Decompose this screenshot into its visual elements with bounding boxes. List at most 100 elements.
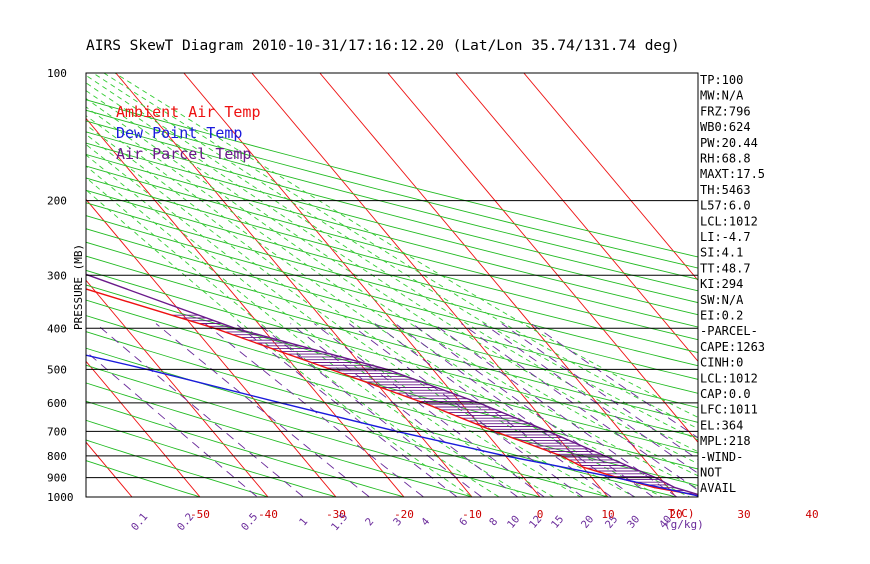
index-label: -WIND- <box>700 450 743 464</box>
dry-adiabat <box>86 315 698 486</box>
legend-ambient: Ambient Air Temp <box>116 103 261 121</box>
index-label: SW:N/A <box>700 293 744 307</box>
dry-adiabat <box>86 347 610 497</box>
bottom-temp-tick-label: 10 <box>601 508 614 521</box>
index-label: LFC:1011 <box>700 403 758 417</box>
mixing-ratio-tick-label: 20 <box>579 513 596 530</box>
index-label: FRZ:796 <box>700 104 751 118</box>
mixing-ratio-tick-label: 8 <box>487 516 500 529</box>
isotherm-line <box>115 73 473 497</box>
mixing-ratio-line <box>290 323 519 497</box>
dry-adiabat <box>86 109 698 269</box>
bottom-temp-tick-label: -30 <box>326 508 346 521</box>
dry-adiabat <box>86 299 698 470</box>
mixing-ratio-tick-label: 10 <box>505 513 522 530</box>
isotherm-line <box>455 73 698 362</box>
index-label: TP:100 <box>700 73 743 87</box>
moist-adiabat <box>86 74 698 453</box>
bottom-temp-tick-label: 0 <box>537 508 544 521</box>
dew-point-temp-point <box>561 466 564 468</box>
moist-adiabat <box>114 73 698 418</box>
air-parcel-temp-point <box>706 496 707 497</box>
mixing-ratio-tick-label: 30 <box>625 513 642 530</box>
dew-point-temp-point <box>703 496 704 497</box>
pressure-tick-label: 200 <box>47 195 67 208</box>
moist-adiabat <box>86 106 691 497</box>
index-label: LCL:1012 <box>700 214 758 228</box>
dry-adiabat <box>86 419 338 497</box>
dry-adiabat <box>86 284 698 454</box>
moist-adiabat <box>92 73 698 441</box>
legend-parcel: Air Parcel Temp <box>116 145 251 163</box>
dry-adiabat <box>86 439 270 497</box>
mixing-ratio-line <box>461 323 698 491</box>
bottom-temp-tick-label: -20 <box>394 508 414 521</box>
index-label: MPL:218 <box>700 434 751 448</box>
moist-adiabat <box>86 90 698 477</box>
dry-adiabat <box>86 364 542 497</box>
bottom-temp-tick-label: -50 <box>190 508 210 521</box>
mixing-ratio-tick-label: 15 <box>549 513 566 530</box>
index-label: TT:48.7 <box>700 261 751 275</box>
index-label: RH:68.8 <box>700 152 751 166</box>
bottom-temp-tick-label: 20 <box>669 508 682 521</box>
cape-hatch-layer <box>171 314 695 494</box>
isotherm-line <box>0 64 72 506</box>
dry-adiabat <box>86 202 698 367</box>
moist-adiabat <box>86 133 609 497</box>
moist-adiabat <box>86 165 528 497</box>
index-label: AVAIL <box>700 481 736 495</box>
dry-adiabat <box>86 177 698 341</box>
dry-adiabat <box>86 142 698 304</box>
mixing-ratio-line <box>433 323 678 497</box>
index-label: SI:4.1 <box>700 246 743 260</box>
temp-unit-label: T(C) <box>668 507 695 520</box>
moist-adiabat <box>86 115 664 497</box>
index-label: PW:20.44 <box>700 136 758 150</box>
mixing-ratio-line <box>204 323 425 497</box>
bottom-temp-tick-label: -40 <box>258 508 278 521</box>
index-label: NOT <box>700 466 722 480</box>
index-label: LI:-4.7 <box>700 230 751 244</box>
dry-adiabat <box>86 331 678 497</box>
frame-layer <box>85 72 699 498</box>
mixing-ratio-tick-label: 2 <box>363 516 376 529</box>
pressure-tick-label: 300 <box>47 269 67 282</box>
bottom-temp-tick-label: 30 <box>737 508 750 521</box>
moist-adiabat <box>86 124 637 497</box>
dry-adiabat <box>86 153 698 316</box>
mixing-ratio-tick-label: 4 <box>419 516 432 529</box>
mixing-ratio-unit-label: (g/kg) <box>664 518 704 531</box>
isotherm-line <box>0 64 4 506</box>
pressure-tick-label: 1000 <box>47 491 74 504</box>
dry-adiabat <box>86 215 698 380</box>
mixing-ratio-line <box>411 323 655 497</box>
mixing-ratio-tick-label: 0.1 <box>129 511 150 533</box>
index-label: KI:294 <box>700 277 743 291</box>
legend: Ambient Air Temp Dew Point Temp Air Parc… <box>116 103 261 163</box>
pressure-tick-label: 100 <box>47 67 67 80</box>
dry-adiabat <box>86 241 698 409</box>
index-label: MW:N/A <box>700 89 744 103</box>
dry-adiabat <box>86 269 698 438</box>
dry-adiabat <box>86 120 698 280</box>
index-label: CINH:0 <box>700 356 743 370</box>
dry-adiabat <box>86 228 698 394</box>
moist-adiabat <box>86 143 582 497</box>
chart-title: AIRS SkewT Diagram 2010-10-31/17:16:12.2… <box>86 38 680 54</box>
pressure-tick-label: 500 <box>47 363 67 376</box>
moist-adiabat <box>103 73 698 430</box>
pressure-tick-label: 800 <box>47 450 67 463</box>
index-label: TH:5463 <box>700 183 751 197</box>
mixing-ratio-line <box>257 323 483 497</box>
dew-point-temp-line <box>86 354 698 497</box>
series-layer <box>40 273 707 497</box>
index-label: MAXT:17.5 <box>700 167 765 181</box>
isotherm-line <box>387 73 698 443</box>
index-label: CAP:0.0 <box>700 387 751 401</box>
ambient-air-temp-point <box>40 275 41 276</box>
moist-adiabat <box>86 189 473 497</box>
legend-dewpoint: Dew Point Temp <box>116 124 242 142</box>
